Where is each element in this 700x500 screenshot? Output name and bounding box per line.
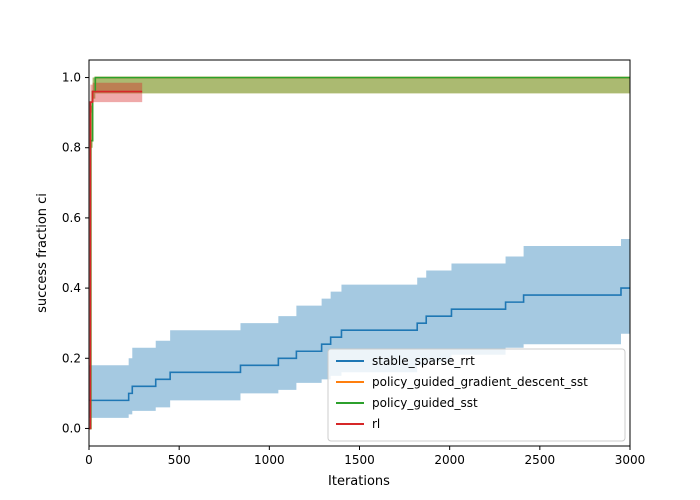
line-stable_sparse_rrt	[89, 287, 630, 402]
x-tick-label: 3000	[615, 453, 646, 467]
line-rl	[89, 90, 143, 430]
x-tick-label: 2500	[525, 453, 556, 467]
x-tick-label: 2000	[434, 453, 465, 467]
legend-label: policy_guided_sst	[372, 396, 478, 410]
x-tick-label: 1000	[254, 453, 285, 467]
legend-label: policy_guided_gradient_descent_sst	[372, 375, 588, 389]
confidence-bands	[89, 77, 630, 429]
x-tick-label: 500	[168, 453, 191, 467]
legend-box	[327, 348, 626, 442]
x-tick-label: 1500	[344, 453, 375, 467]
y-axis-ticks: 0.0 0.2 0.4 0.6 0.8 1.0	[62, 71, 89, 435]
x-axis-label: Iterations	[328, 474, 390, 489]
legend: stable_sparse_rrt policy_guided_gradient_…	[327, 348, 626, 442]
y-tick-label: 0.2	[62, 351, 81, 365]
legend-label: rl	[372, 417, 380, 431]
y-tick-label: 0.8	[62, 141, 81, 155]
y-tick-label: 0.0	[62, 421, 81, 435]
x-tick-label: 0	[85, 453, 93, 467]
y-tick-label: 0.4	[62, 281, 81, 295]
y-tick-label: 1.0	[62, 71, 81, 85]
x-axis-ticks: 0 500 1000 1500 2000 2500 3000	[85, 446, 645, 467]
legend-label: stable_sparse_rrt	[372, 354, 475, 368]
y-axis-label: success fraction ci	[35, 193, 50, 313]
band-stable_sparse_rrt	[89, 238, 630, 418]
y-tick-label: 0.6	[62, 211, 81, 225]
series-lines	[89, 76, 630, 430]
